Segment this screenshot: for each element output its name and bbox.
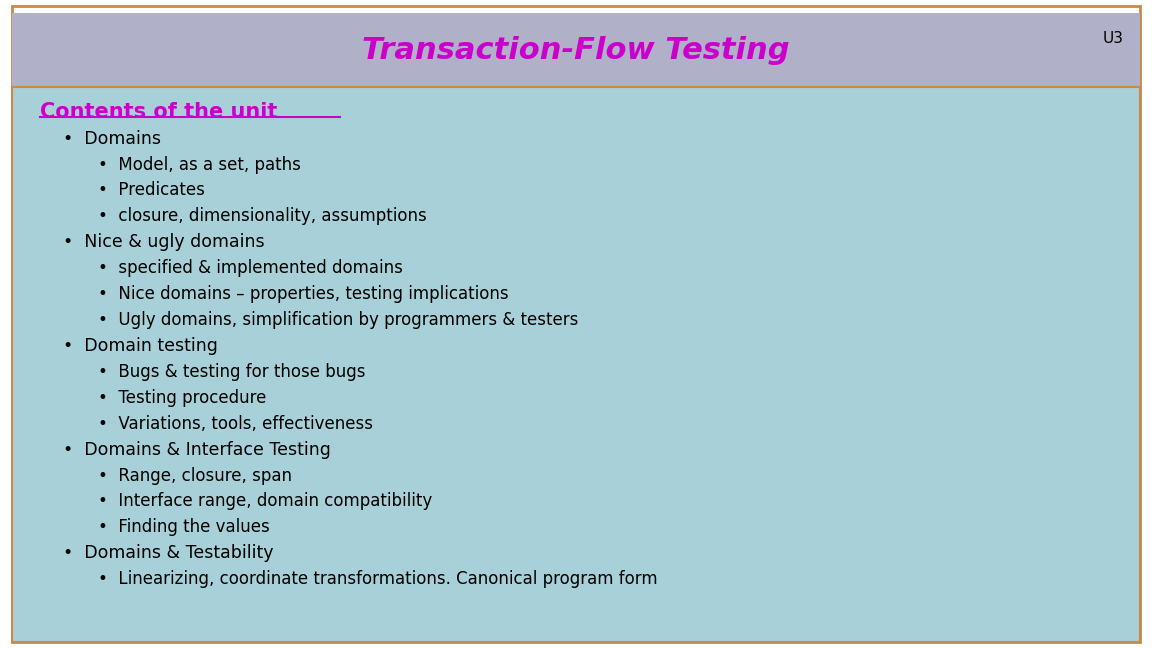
Text: •  Nice & ugly domains: • Nice & ugly domains xyxy=(63,233,265,251)
Text: •  Domains & Testability: • Domains & Testability xyxy=(63,544,274,562)
Text: •  Domains: • Domains xyxy=(63,130,161,148)
Text: •  Bugs & testing for those bugs: • Bugs & testing for those bugs xyxy=(98,363,365,381)
Text: •  Predicates: • Predicates xyxy=(98,181,205,200)
Text: •  closure, dimensionality, assumptions: • closure, dimensionality, assumptions xyxy=(98,207,426,226)
Text: •  Domain testing: • Domain testing xyxy=(63,337,218,355)
Text: Transaction-Flow Testing: Transaction-Flow Testing xyxy=(362,36,790,65)
Text: •  Finding the values: • Finding the values xyxy=(98,518,270,537)
Text: •  Linearizing, coordinate transformations. Canonical program form: • Linearizing, coordinate transformation… xyxy=(98,570,658,588)
Text: •  Nice domains – properties, testing implications: • Nice domains – properties, testing imp… xyxy=(98,285,508,303)
Text: •  Variations, tools, effectiveness: • Variations, tools, effectiveness xyxy=(98,415,373,433)
Text: •  specified & implemented domains: • specified & implemented domains xyxy=(98,259,403,277)
Text: Contents of the unit: Contents of the unit xyxy=(40,102,278,122)
FancyBboxPatch shape xyxy=(12,6,1140,642)
FancyBboxPatch shape xyxy=(12,87,1140,642)
Text: •  Interface range, domain compatibility: • Interface range, domain compatibility xyxy=(98,492,432,511)
Text: •  Ugly domains, simplification by programmers & testers: • Ugly domains, simplification by progra… xyxy=(98,311,578,329)
Text: •  Range, closure, span: • Range, closure, span xyxy=(98,467,291,485)
Text: •  Testing procedure: • Testing procedure xyxy=(98,389,266,407)
Text: U3: U3 xyxy=(1102,31,1123,47)
Text: •  Model, as a set, paths: • Model, as a set, paths xyxy=(98,156,301,174)
FancyBboxPatch shape xyxy=(12,13,1140,87)
Text: •  Domains & Interface Testing: • Domains & Interface Testing xyxy=(63,441,332,459)
